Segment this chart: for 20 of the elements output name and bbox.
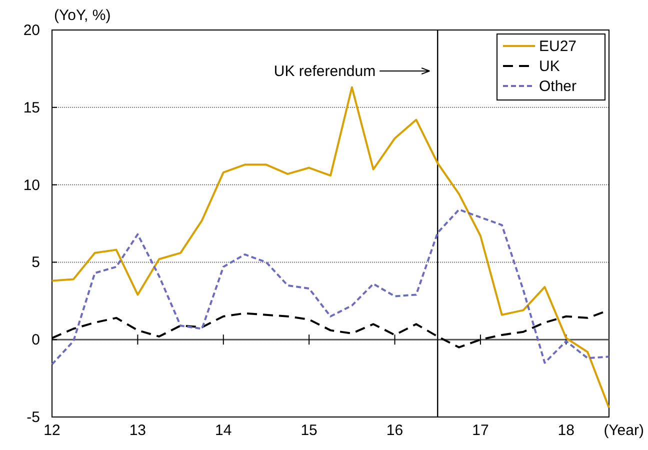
y-tick-label: 10 [23,176,40,194]
x-tick-label: 12 [44,422,60,439]
y-axis-title: (YoY, %) [54,7,111,24]
y-tick-label: -5 [26,409,40,426]
legend-label: UK [539,58,560,75]
x-tick-label: 15 [300,422,318,439]
x-tick-label: 18 [558,422,574,439]
line-series [51,208,610,366]
y-tick-label: 15 [23,99,40,116]
x-axis-title: (Year) [604,422,644,439]
y-tick-label: 5 [32,254,40,272]
x-tick-label: 14 [215,422,232,439]
legend-label: EU27 [539,38,577,55]
y-tick-label: 0 [32,332,40,349]
legend-label: Other [539,78,577,95]
x-tick-label: 13 [129,422,146,439]
x-tick-label: 16 [386,422,404,439]
x-tick-label: 17 [472,422,489,439]
ref-line-label: UK referendum [274,63,376,80]
y-tick-label: 20 [23,22,40,39]
